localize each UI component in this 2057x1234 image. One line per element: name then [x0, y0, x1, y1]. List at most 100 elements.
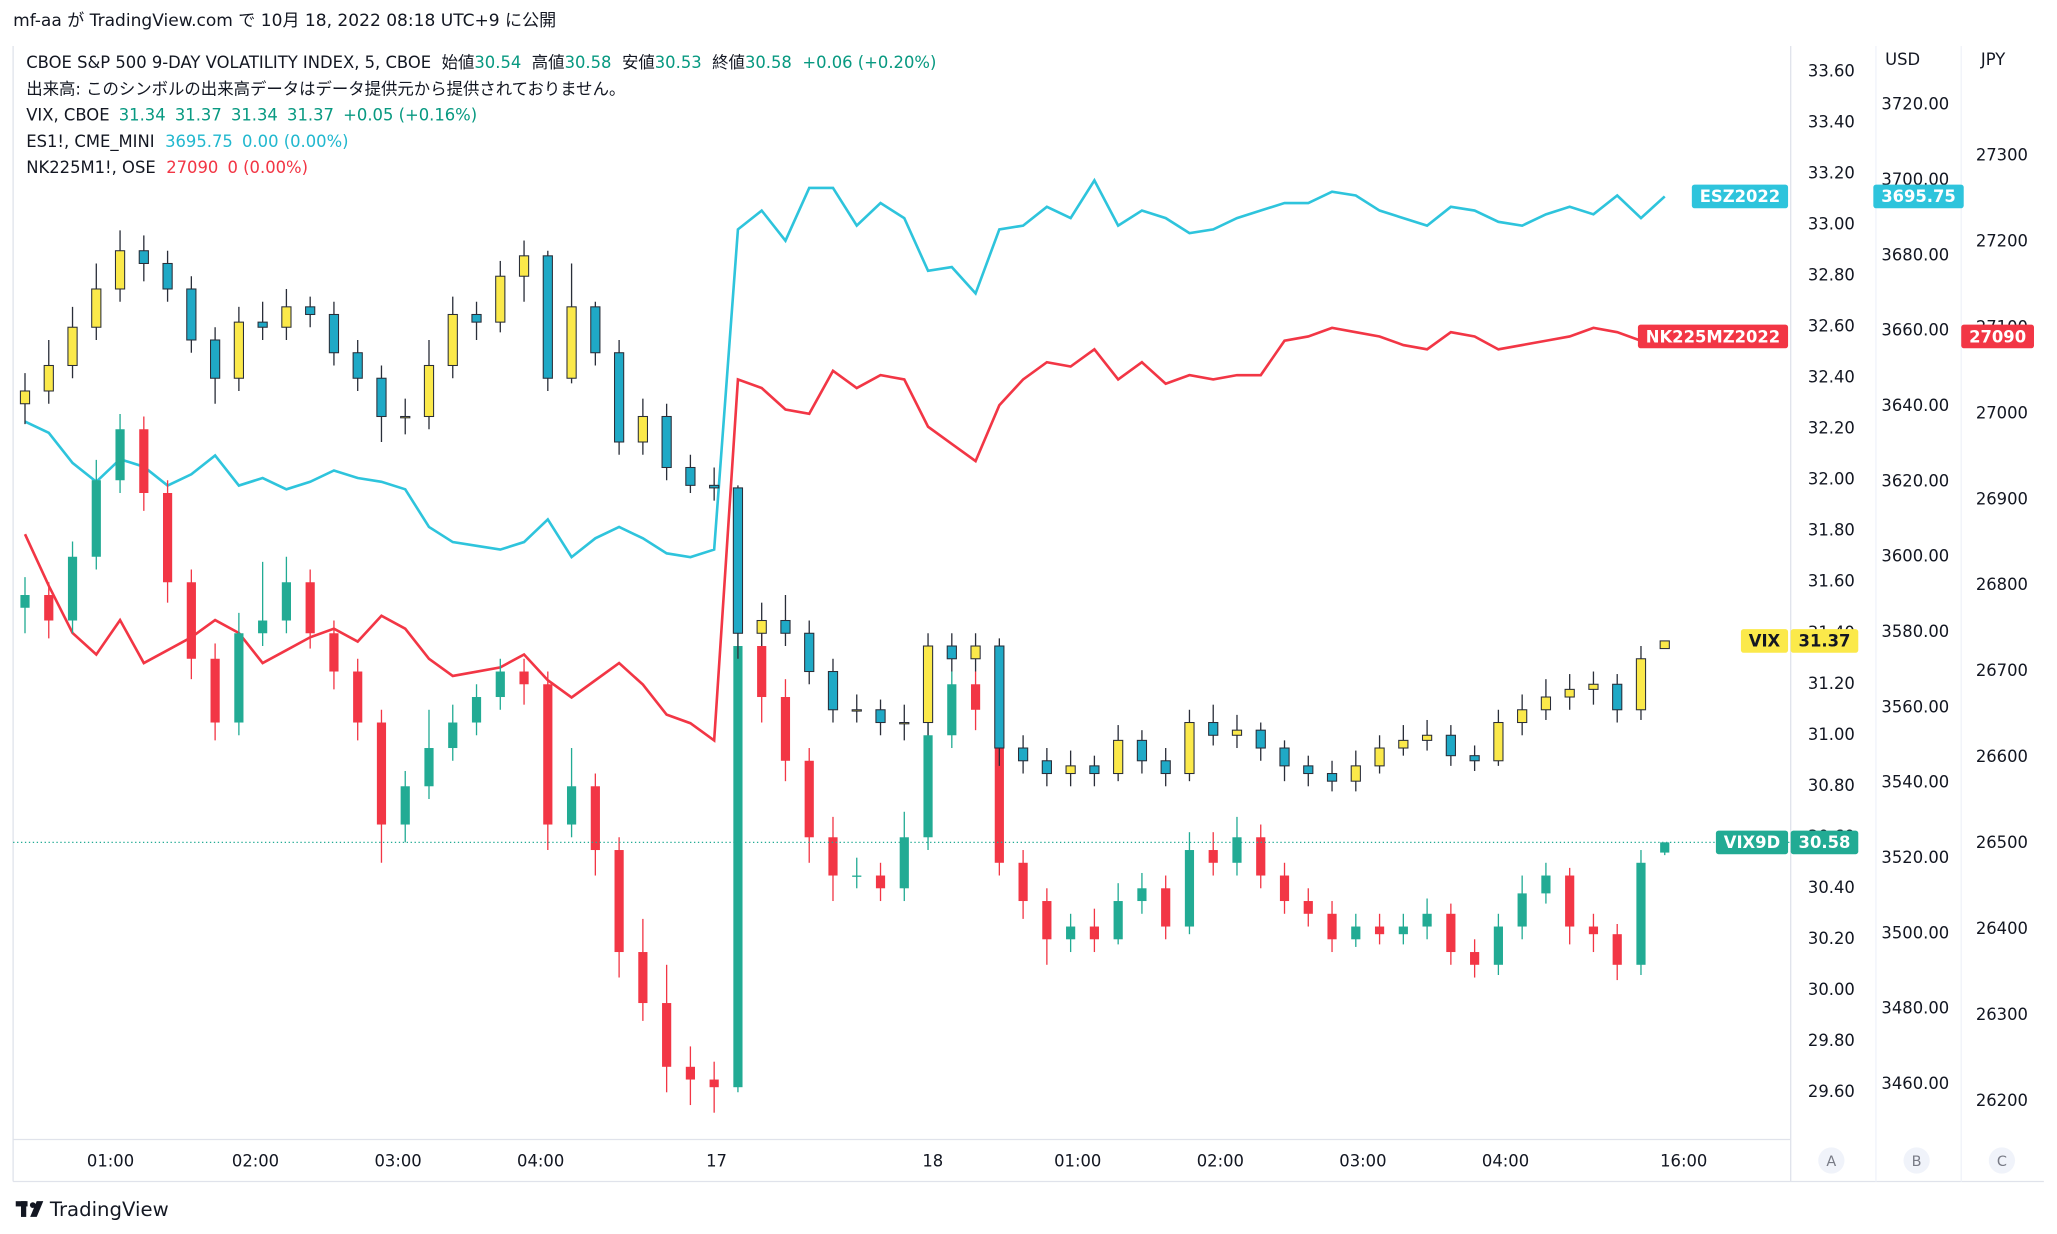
- candle-body: [1018, 862, 1028, 902]
- series-name-tag: VIX: [1740, 629, 1789, 653]
- logo-shape: [29, 1202, 36, 1209]
- series-name-tag-bg: [1637, 324, 1789, 349]
- candle-body: [1232, 837, 1242, 863]
- y-tick-label: 26200: [1976, 1091, 2028, 1110]
- legend-text: NK225M1!, OSE: [26, 158, 155, 177]
- legend-text: ES1!, CME_MINI: [26, 131, 154, 151]
- x-tick-label: 02:00: [1197, 1151, 1244, 1170]
- candle-body: [186, 288, 197, 341]
- candle-body: [138, 250, 149, 265]
- y-tick-label: 3560.00: [1881, 697, 1949, 716]
- candle-body: [1469, 755, 1480, 762]
- candle-body: [186, 582, 196, 659]
- last-value-tag: 30.58: [1790, 830, 1859, 855]
- candle-body: [947, 684, 957, 736]
- candle-body: [1517, 893, 1527, 927]
- candle-body: [1066, 926, 1076, 940]
- candle-body: [1136, 739, 1148, 762]
- candle-body: [1184, 721, 1195, 775]
- last-value-tag-bg: [1961, 324, 2034, 349]
- x-tick-label: 04:00: [1482, 1151, 1529, 1170]
- candle-body: [376, 722, 387, 825]
- candle-body: [67, 556, 78, 621]
- candle-body: [1042, 901, 1052, 940]
- legend-row: NK225M1!, OSE 27090 0 (0.00%): [26, 158, 308, 177]
- candle-body: [1588, 926, 1599, 935]
- series-name-tag-text: ESZ2022: [1700, 187, 1780, 206]
- candle-body: [685, 466, 696, 486]
- candle-body: [875, 709, 886, 724]
- candle-body: [994, 645, 1005, 749]
- candle-body: [1089, 765, 1100, 775]
- y-tick-label: 3520.00: [1881, 848, 1949, 867]
- plot-area: [19, 177, 1670, 1113]
- y-tick-label: 31.20: [1808, 674, 1855, 693]
- y-tick-label: 32.20: [1808, 419, 1855, 438]
- legend-text: VIX, CBOE: [26, 105, 109, 124]
- candle-body: [1161, 888, 1171, 927]
- candle-body: [281, 582, 292, 621]
- candle-body: [353, 671, 363, 723]
- button[interactable]: [1988, 1147, 2016, 1174]
- candle-body: [471, 697, 482, 723]
- legend-text: 31.34: [231, 105, 278, 124]
- candle-body: [1493, 721, 1504, 762]
- y-tick-label: 32.00: [1808, 470, 1855, 489]
- last-value-tag-bg: [1790, 830, 1859, 855]
- candle-body: [756, 619, 767, 634]
- candle-body: [1160, 760, 1171, 775]
- y-tick-label: 26500: [1976, 833, 2028, 852]
- button[interactable]: [1818, 1147, 1845, 1174]
- candle-body: [1351, 926, 1361, 940]
- y-tick-label: 26600: [1976, 747, 2028, 766]
- series-name-tag-bg: [1691, 184, 1789, 209]
- series-name-tag-bg: [1740, 629, 1789, 653]
- candle-body: [757, 646, 767, 698]
- candle-body: [1041, 760, 1052, 775]
- y-tick-label: 3600.00: [1881, 547, 1949, 566]
- candle-body: [162, 493, 173, 583]
- candle-body: [91, 288, 102, 328]
- button-label[interactable]: A: [1826, 1154, 1836, 1170]
- candle-body: [424, 748, 434, 787]
- button-label[interactable]: C: [1997, 1154, 2007, 1170]
- candle-body: [970, 645, 981, 660]
- candle-body: [1541, 875, 1551, 894]
- candle-body: [638, 952, 648, 1004]
- candle-body: [709, 484, 720, 489]
- y-tick-label: 31.60: [1808, 572, 1855, 591]
- y-tick-label: 3640.00: [1881, 396, 1949, 415]
- candle-body: [1231, 729, 1243, 736]
- y-tick-label: 3460.00: [1881, 1074, 1949, 1093]
- candle-body: [1445, 734, 1456, 757]
- button-label[interactable]: B: [1912, 1154, 1922, 1170]
- y-tick-label: 3680.00: [1881, 245, 1949, 264]
- series-name-tag: NK225MZ2022: [1637, 324, 1789, 349]
- series-name-tag: ESZ2022: [1691, 184, 1789, 209]
- candle-body: [1327, 913, 1337, 940]
- last-value-tag: 3695.75: [1873, 184, 1964, 209]
- candle-body: [1279, 875, 1290, 902]
- candle-body: [804, 760, 814, 838]
- last-value-tag: 31.37: [1790, 629, 1859, 653]
- legend-text: 27090: [166, 158, 218, 177]
- candle-body: [139, 429, 149, 494]
- x-tick-label: 18: [922, 1151, 943, 1170]
- legend-text: 始値: [442, 53, 475, 72]
- axis-title: USD: [1885, 50, 1920, 69]
- legend-text: 終値: [712, 53, 745, 72]
- x-tick-label: 03:00: [1339, 1151, 1386, 1170]
- candle-body: [115, 429, 125, 481]
- candle-body: [352, 352, 363, 379]
- button[interactable]: [1903, 1147, 1930, 1174]
- candle-body: [257, 321, 268, 328]
- candle-body: [329, 633, 339, 672]
- legend-text: 高値: [532, 53, 565, 72]
- y-tick-label: 3660.00: [1881, 321, 1949, 340]
- candle-body: [1208, 850, 1218, 863]
- y-tick-label: 27000: [1976, 403, 2028, 422]
- candle-body: [495, 671, 505, 698]
- candle-body: [210, 658, 220, 723]
- legend-text: 30.58: [745, 53, 792, 72]
